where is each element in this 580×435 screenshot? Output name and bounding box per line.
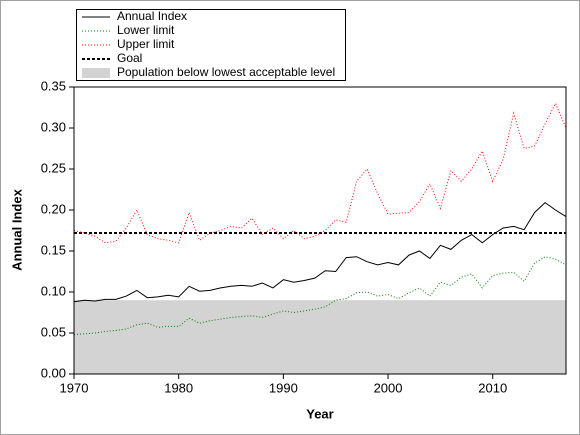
shaded-region [74, 300, 566, 374]
y-tick-label: 0.25 [41, 160, 66, 175]
y-tick-label: 0.05 [41, 324, 66, 339]
y-tick-label: 0.35 [41, 78, 66, 93]
y-tick-label: 0.20 [41, 201, 66, 216]
legend-label: Goal [117, 51, 142, 65]
y-tick-label: 0.10 [41, 283, 66, 298]
plot-frame [73, 86, 567, 375]
x-tick-label: 2010 [478, 380, 507, 395]
legend-label: Annual Index [117, 9, 187, 23]
x-tick-label: 2000 [374, 380, 403, 395]
legend-box [76, 9, 346, 81]
legend-label: Upper limit [117, 37, 175, 51]
legend-label: Lower limit [117, 23, 175, 37]
series-line [73, 201, 567, 303]
x-tick-label: 1980 [164, 380, 193, 395]
y-tick-label: 0.00 [41, 365, 66, 380]
x-tick-label: 1990 [269, 380, 298, 395]
y-axis-label: Annual Index [9, 188, 24, 270]
x-tick-label: 1970 [60, 380, 89, 395]
legend-swatch [82, 68, 110, 78]
x-axis-label: Year [306, 406, 333, 421]
series-line [73, 256, 567, 336]
legend-label: Population below lowest acceptable level [117, 65, 335, 79]
y-tick-label: 0.30 [41, 119, 66, 134]
y-tick-label: 0.15 [41, 242, 66, 257]
